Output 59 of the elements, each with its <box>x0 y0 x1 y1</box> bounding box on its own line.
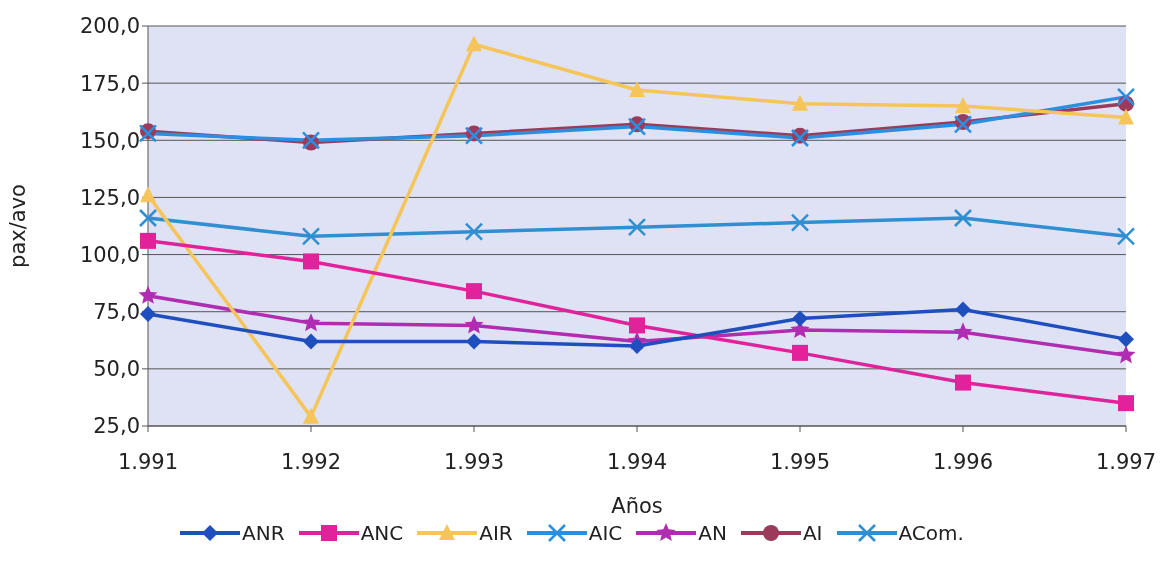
point <box>303 333 319 350</box>
point <box>953 322 973 341</box>
legend-label: AI <box>802 521 823 545</box>
point <box>1116 87 1136 107</box>
point <box>792 310 808 327</box>
y-tick-label: 175,0 <box>79 71 140 96</box>
x-tick-label: 1.996 <box>932 449 994 474</box>
y-tick-label: 200,0 <box>79 14 140 39</box>
x-tick-label: 1.994 <box>606 449 668 474</box>
point <box>1116 227 1136 246</box>
point <box>140 186 156 203</box>
point <box>301 227 321 246</box>
x-tick-label: 1.991 <box>117 449 179 474</box>
point <box>464 315 484 334</box>
point <box>953 208 973 228</box>
y-tick-label: 25,0 <box>93 414 140 439</box>
legend-label: AN <box>698 521 727 545</box>
legend-label: ANR <box>242 521 285 545</box>
point <box>466 35 482 52</box>
y-tick-label: 100,0 <box>79 243 140 268</box>
point <box>792 94 808 111</box>
point <box>955 301 971 318</box>
x-tick-label: 1.997 <box>1095 449 1157 474</box>
x-tick-label: 1.995 <box>769 449 831 474</box>
legend-label: AIC <box>588 521 623 545</box>
legend-label: ANC <box>360 521 404 545</box>
point <box>1118 108 1134 125</box>
point <box>629 338 645 354</box>
point <box>627 217 647 237</box>
point <box>1116 345 1136 364</box>
point <box>466 283 482 300</box>
point <box>953 115 973 134</box>
x-axis-title: Años <box>611 494 663 518</box>
point <box>629 81 645 97</box>
point <box>140 232 156 249</box>
point <box>303 407 319 424</box>
point <box>464 222 484 241</box>
x-tick-label: 1.993 <box>443 449 505 474</box>
legend-label: AIR <box>479 521 513 545</box>
y-tick-label: 50,0 <box>93 357 140 382</box>
point <box>138 285 158 304</box>
point <box>955 374 971 391</box>
point <box>303 253 319 270</box>
point <box>792 344 808 361</box>
x-tick-label: 1.992 <box>280 449 342 474</box>
point <box>301 313 321 332</box>
y-tick-label: 125,0 <box>79 185 140 210</box>
legend-label: ACom. <box>898 521 964 545</box>
point <box>1118 331 1134 348</box>
point <box>629 317 645 334</box>
point <box>140 306 156 322</box>
y-axis-title: pax/avo <box>6 184 31 268</box>
y-tick-label: 75,0 <box>93 300 140 325</box>
y-tick-label: 150,0 <box>79 128 140 153</box>
point <box>1118 395 1134 412</box>
point <box>466 333 482 350</box>
point <box>790 213 810 232</box>
point <box>138 208 158 228</box>
point <box>955 97 971 113</box>
